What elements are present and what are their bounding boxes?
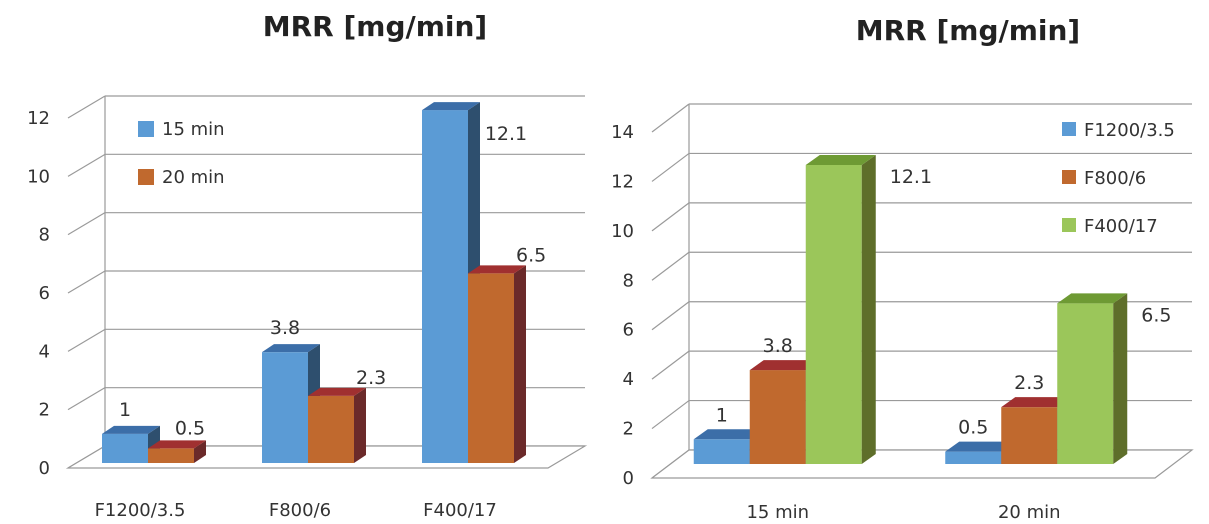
- chart-right: MRR [mg/min] 0 2 4 6 8 10 12 14 1 3.8 12.1 15 min 0.…: [611, 14, 1194, 523]
- bar-top: [262, 344, 320, 353]
- y-tick-label: 6: [39, 283, 50, 304]
- bar-front: [148, 448, 194, 463]
- y-tick-label: 0: [39, 458, 50, 479]
- gridline-side: [67, 270, 106, 294]
- y-tick-label: 6: [623, 320, 634, 341]
- bar-side: [514, 265, 526, 463]
- bar-side: [194, 440, 206, 463]
- x-category-label: 15 min: [746, 502, 809, 523]
- bar-top: [308, 387, 366, 396]
- y-tick-label: 8: [623, 270, 634, 291]
- bar: [308, 387, 366, 463]
- legend-swatch: [138, 169, 154, 185]
- data-label: 12.1: [485, 123, 527, 145]
- legend-swatch: [1062, 122, 1076, 136]
- gridline-side: [67, 95, 106, 119]
- y-tick-label: 2: [623, 419, 634, 440]
- chart-left: MRR [mg/min] 0 2 4 6 8 10 12 1 0.5 F1200/3.5 3.8 2.…: [27, 10, 588, 521]
- y-tick-label: 10: [611, 221, 634, 242]
- bar-front: [262, 352, 308, 463]
- bar: [468, 265, 526, 463]
- y-tick-label: 4: [623, 369, 634, 390]
- bar: [805, 154, 876, 464]
- bar-front: [308, 395, 354, 463]
- legend-swatch: [138, 121, 154, 137]
- bar-top: [945, 441, 1016, 452]
- bar-top: [422, 102, 480, 111]
- y-tick-label: 0: [623, 468, 634, 489]
- gridline-side: [651, 251, 690, 281]
- y-tick-label: 4: [39, 341, 50, 362]
- x-category-label: 20 min: [998, 502, 1061, 523]
- gridline-side: [651, 301, 690, 331]
- y-tick-label: 12: [27, 108, 50, 129]
- data-label: 12.1: [890, 166, 932, 188]
- data-label: 1: [119, 399, 131, 421]
- data-label: 0.5: [175, 417, 205, 439]
- bar-top: [805, 154, 876, 165]
- gridline-side: [651, 152, 690, 182]
- x-category-label: F1200/3.5: [95, 500, 186, 521]
- bar-front: [749, 370, 806, 464]
- legend-swatch: [1062, 218, 1076, 232]
- bar: [422, 102, 480, 463]
- bar-front: [945, 451, 1002, 464]
- bar: [1057, 293, 1128, 464]
- bar-side: [861, 154, 876, 464]
- bar-top: [693, 429, 764, 440]
- y-tick-label: 14: [611, 122, 634, 143]
- legend-entry: F800/6: [1084, 168, 1146, 189]
- bar-top: [1001, 397, 1072, 408]
- gridline-side: [651, 400, 690, 430]
- x-category-label: F800/6: [269, 500, 331, 521]
- gridline-side: [651, 103, 690, 133]
- bar-front: [468, 273, 514, 463]
- bar-front: [422, 110, 468, 463]
- legend-entry: 20 min: [162, 167, 225, 188]
- bar-front: [805, 164, 862, 464]
- data-label: 6.5: [516, 244, 546, 266]
- bar-top: [1057, 293, 1128, 304]
- gridline-side: [651, 350, 690, 380]
- bar: [148, 440, 206, 463]
- y-tick-label: 8: [39, 225, 50, 246]
- bar-top: [749, 360, 820, 371]
- legend-entry: F400/17: [1084, 216, 1158, 237]
- legend-entry: F1200/3.5: [1084, 120, 1175, 141]
- bar-front: [1057, 303, 1114, 464]
- bar-front: [1001, 407, 1058, 464]
- bar-side: [354, 387, 366, 463]
- chart-right-title: MRR [mg/min]: [856, 14, 1080, 47]
- y-tick-label: 10: [27, 166, 50, 187]
- data-label: 1: [716, 404, 728, 426]
- data-label: 0.5: [958, 417, 988, 439]
- bar-front: [693, 439, 750, 464]
- chart-left-title: MRR [mg/min]: [263, 10, 487, 43]
- bar-top: [102, 425, 160, 434]
- x-category-label: F400/17: [423, 500, 497, 521]
- gridline-side: [67, 387, 106, 411]
- y-tick-label: 12: [611, 171, 634, 192]
- data-label: 6.5: [1141, 304, 1171, 326]
- gridline-side: [67, 328, 106, 352]
- bar-front: [102, 433, 148, 463]
- bar-top: [148, 440, 206, 449]
- y-tick-label: 2: [39, 400, 50, 421]
- data-label: 2.3: [1014, 372, 1044, 394]
- data-label: 3.8: [270, 317, 300, 339]
- legend-entry: 15 min: [162, 119, 225, 140]
- gridline-side: [67, 212, 106, 236]
- bar-side: [1113, 293, 1128, 464]
- data-label: 2.3: [356, 367, 386, 389]
- legend-swatch: [1062, 170, 1076, 184]
- gridline-side: [67, 153, 106, 177]
- gridline-side: [651, 202, 690, 232]
- data-label: 3.8: [763, 335, 793, 357]
- bar-top: [468, 265, 526, 274]
